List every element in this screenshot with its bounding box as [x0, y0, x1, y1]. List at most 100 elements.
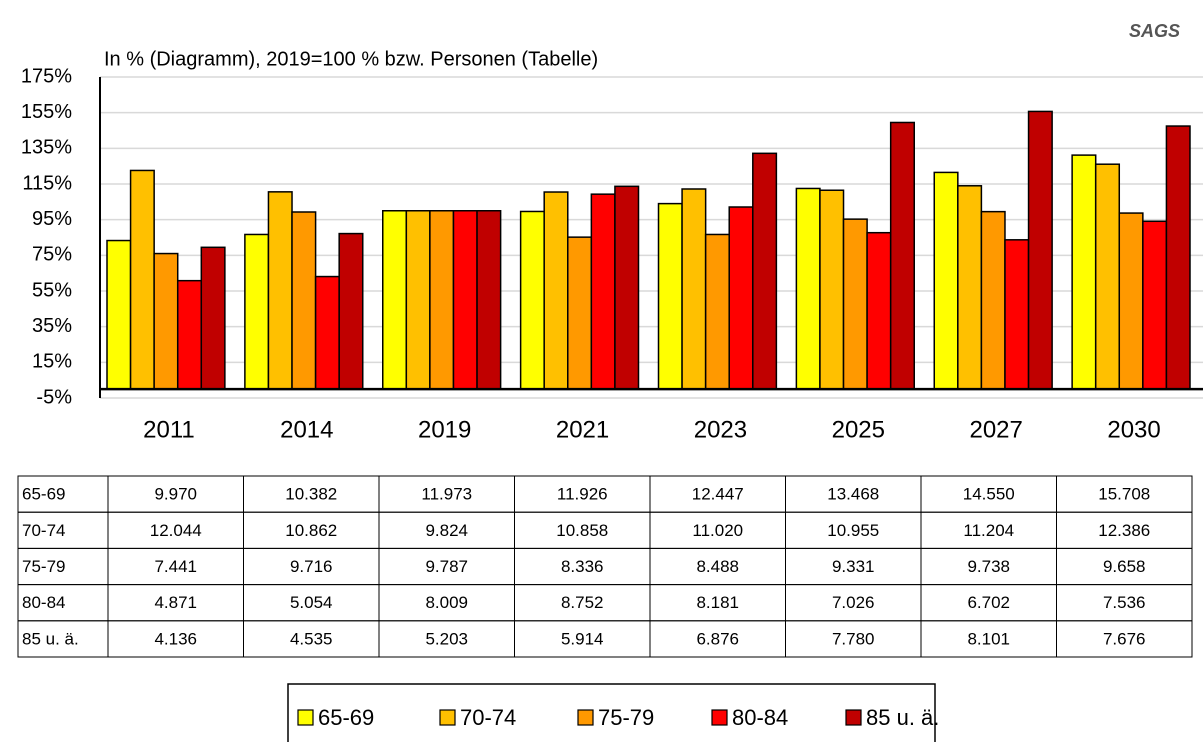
bar	[200, 246, 226, 390]
table-value: 9.787	[425, 557, 468, 576]
bar	[106, 239, 132, 390]
bar	[657, 202, 683, 390]
table-row-label: 80-84	[22, 593, 65, 612]
y-tick-label: 155%	[21, 101, 72, 123]
legend-swatch	[439, 709, 456, 726]
bar	[957, 185, 983, 390]
bar	[519, 210, 545, 390]
table-value: 12.044	[150, 521, 202, 540]
legend-box	[287, 683, 936, 742]
bar	[314, 275, 340, 390]
table-value: 8.101	[967, 629, 1010, 648]
table-value: 15.708	[1098, 485, 1150, 504]
bar	[129, 169, 155, 390]
bar	[153, 252, 179, 390]
table-value: 9.716	[290, 557, 333, 576]
bar	[1027, 110, 1053, 390]
table-value: 6.702	[967, 593, 1010, 612]
table-value: 5.203	[425, 629, 468, 648]
table-row-label: 75-79	[22, 557, 65, 576]
y-tick-label: 175%	[21, 65, 72, 87]
table-value: 8.181	[696, 593, 739, 612]
table-row-label: 65-69	[22, 485, 65, 504]
table-row-label: 85 u. ä.	[22, 629, 79, 648]
bar	[1094, 163, 1121, 390]
bar	[728, 206, 754, 390]
table-value: 9.658	[1103, 557, 1146, 576]
bar	[681, 188, 707, 390]
table-value: 7.536	[1103, 593, 1146, 612]
bar	[614, 185, 640, 390]
table-value: 4.136	[154, 629, 197, 648]
table-value: 7.026	[832, 593, 875, 612]
bar	[933, 171, 959, 390]
y-tick-label: 75%	[32, 244, 72, 266]
table-value: 8.009	[425, 593, 468, 612]
table-value: 6.876	[696, 629, 739, 648]
bar	[338, 232, 364, 390]
table-value: 7.676	[1103, 629, 1146, 648]
y-tick-label: 95%	[32, 208, 72, 230]
x-tick-label: 2025	[832, 416, 885, 443]
y-tick-label: 55%	[32, 279, 72, 301]
table-value: 10.862	[285, 521, 337, 540]
table-value: 10.382	[285, 485, 337, 504]
legend-label: 85 u. ä.	[866, 705, 939, 730]
bar	[543, 191, 569, 390]
bar	[567, 236, 593, 390]
y-tick-label: 135%	[21, 137, 72, 159]
x-tick-label: 2030	[1107, 416, 1160, 443]
table-value: 11.973	[421, 485, 472, 504]
bar	[1165, 125, 1191, 390]
bar	[291, 211, 317, 390]
table-value: 4.535	[290, 629, 333, 648]
bar	[1142, 220, 1168, 390]
table-value: 9.331	[832, 557, 875, 576]
legend-swatch	[711, 709, 728, 726]
logo: SAGS	[1129, 21, 1180, 41]
bar	[267, 191, 293, 390]
bar	[405, 210, 431, 390]
table-value: 10.858	[556, 521, 608, 540]
table-value: 11.926	[557, 485, 608, 504]
bar	[842, 218, 868, 390]
bar	[752, 152, 778, 390]
table-value: 11.020	[692, 521, 743, 540]
bar	[1118, 212, 1144, 390]
table-value: 9.824	[425, 521, 468, 540]
table-value: 9.738	[967, 557, 1010, 576]
table-value: 7.441	[154, 557, 197, 576]
bar	[452, 210, 478, 390]
legend-label: 70-74	[460, 705, 516, 730]
bar	[429, 210, 455, 390]
table-value: 14.550	[963, 485, 1015, 504]
bar	[980, 210, 1006, 390]
bar	[889, 121, 915, 390]
bar	[1004, 239, 1030, 390]
legend-swatch	[297, 709, 314, 726]
bar	[590, 193, 616, 390]
table-value: 5.054	[290, 593, 333, 612]
x-tick-label: 2011	[143, 416, 195, 443]
bar	[1071, 154, 1097, 390]
bar	[244, 233, 270, 390]
bar	[476, 210, 502, 390]
table-value: 10.955	[827, 521, 879, 540]
table-value: 11.204	[963, 521, 1014, 540]
table-value: 13.468	[827, 485, 879, 504]
table-value: 4.871	[154, 593, 197, 612]
bar	[176, 279, 203, 390]
bar	[866, 231, 892, 390]
x-tick-label: 2021	[556, 416, 609, 443]
legend-label: 75-79	[598, 705, 654, 730]
x-tick-label: 2019	[418, 416, 471, 443]
legend-label: 65-69	[318, 705, 374, 730]
table-row-label: 70-74	[22, 521, 65, 540]
table-value: 12.386	[1098, 521, 1150, 540]
table-cell	[1056, 620, 1193, 658]
y-tick-label: -5%	[36, 386, 72, 408]
y-tick-label: 15%	[32, 351, 72, 373]
x-tick-label: 2023	[694, 416, 747, 443]
legend-swatch	[577, 709, 594, 726]
